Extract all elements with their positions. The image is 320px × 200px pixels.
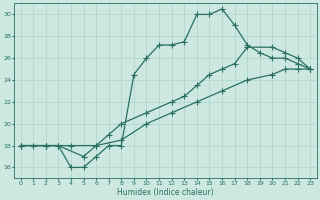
X-axis label: Humidex (Indice chaleur): Humidex (Indice chaleur) (117, 188, 214, 197)
